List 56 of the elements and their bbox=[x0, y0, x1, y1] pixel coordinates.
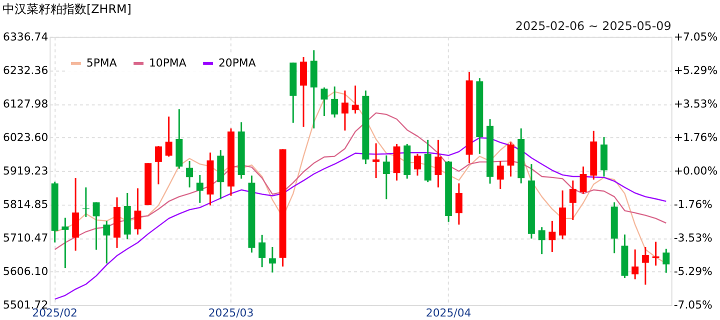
candlestick bbox=[258, 234, 266, 268]
legend-label: 5PMA bbox=[86, 56, 118, 70]
y-tick-label: 5814.85 bbox=[3, 198, 48, 211]
y2-tick-label: +5.29% bbox=[674, 64, 718, 77]
candlestick bbox=[414, 153, 421, 176]
candlestick bbox=[92, 202, 100, 251]
legend-label: 20PMA bbox=[218, 56, 256, 70]
x-tick-label: 2025/03 bbox=[208, 306, 254, 320]
candlestick bbox=[165, 116, 172, 158]
y-tick-label: 6232.36 bbox=[3, 64, 48, 77]
candlestick bbox=[580, 166, 587, 194]
candlestick bbox=[434, 139, 442, 188]
y-tick-label: 5919.23 bbox=[3, 164, 48, 178]
candlestick bbox=[455, 182, 462, 226]
candlestick bbox=[320, 86, 328, 117]
y2-tick-label: -7.05% bbox=[674, 298, 712, 312]
candlestick bbox=[642, 246, 649, 286]
candlestick bbox=[300, 56, 307, 128]
candlestick bbox=[507, 142, 514, 178]
candlestick bbox=[331, 86, 338, 118]
candlestick bbox=[652, 241, 660, 266]
candlestick bbox=[548, 220, 556, 253]
legend-label: 10PMA bbox=[148, 56, 187, 70]
chart-subtitle: 2025-02-06 ~ 2025-05-09 bbox=[515, 18, 672, 33]
candlestick bbox=[196, 174, 204, 204]
y2-tick-label: +7.05% bbox=[674, 30, 718, 44]
y2-tick-label: +0.00% bbox=[674, 164, 718, 178]
candlestick bbox=[372, 142, 380, 179]
candlestick bbox=[382, 154, 390, 200]
candlestick bbox=[186, 160, 194, 188]
y-tick-label: 5606.10 bbox=[3, 264, 48, 278]
chart-title: 中汉菜籽粕指数[ZHRM] bbox=[2, 2, 132, 16]
y2-tick-label: -5.29% bbox=[674, 265, 712, 278]
y-tick-label: 6336.74 bbox=[3, 30, 48, 44]
y2-tick-label: +1.76% bbox=[674, 130, 718, 144]
candlestick bbox=[103, 220, 110, 264]
x-tick-label: 2025/04 bbox=[426, 306, 472, 320]
candlestick bbox=[134, 188, 142, 236]
y2-tick-label: -3.53% bbox=[674, 232, 712, 245]
candlestick bbox=[268, 246, 276, 274]
line-series bbox=[54, 137, 667, 300]
candlestick bbox=[352, 84, 359, 114]
y-tick-label: 6127.98 bbox=[3, 97, 48, 110]
candlestick bbox=[632, 248, 639, 280]
y2-tick-label: +3.53% bbox=[674, 97, 718, 110]
y-tick-label: 6023.60 bbox=[3, 130, 48, 144]
candlestick bbox=[496, 160, 504, 190]
y-tick-label: 5710.47 bbox=[3, 231, 48, 244]
candlestick bbox=[662, 248, 670, 274]
candlestick bbox=[569, 180, 576, 221]
candlestick bbox=[341, 90, 348, 132]
candlestick bbox=[154, 145, 162, 186]
candlestick bbox=[538, 226, 546, 255]
y2-tick-label: -1.76% bbox=[674, 198, 712, 211]
line-series bbox=[54, 112, 667, 250]
candlestick bbox=[62, 217, 69, 269]
